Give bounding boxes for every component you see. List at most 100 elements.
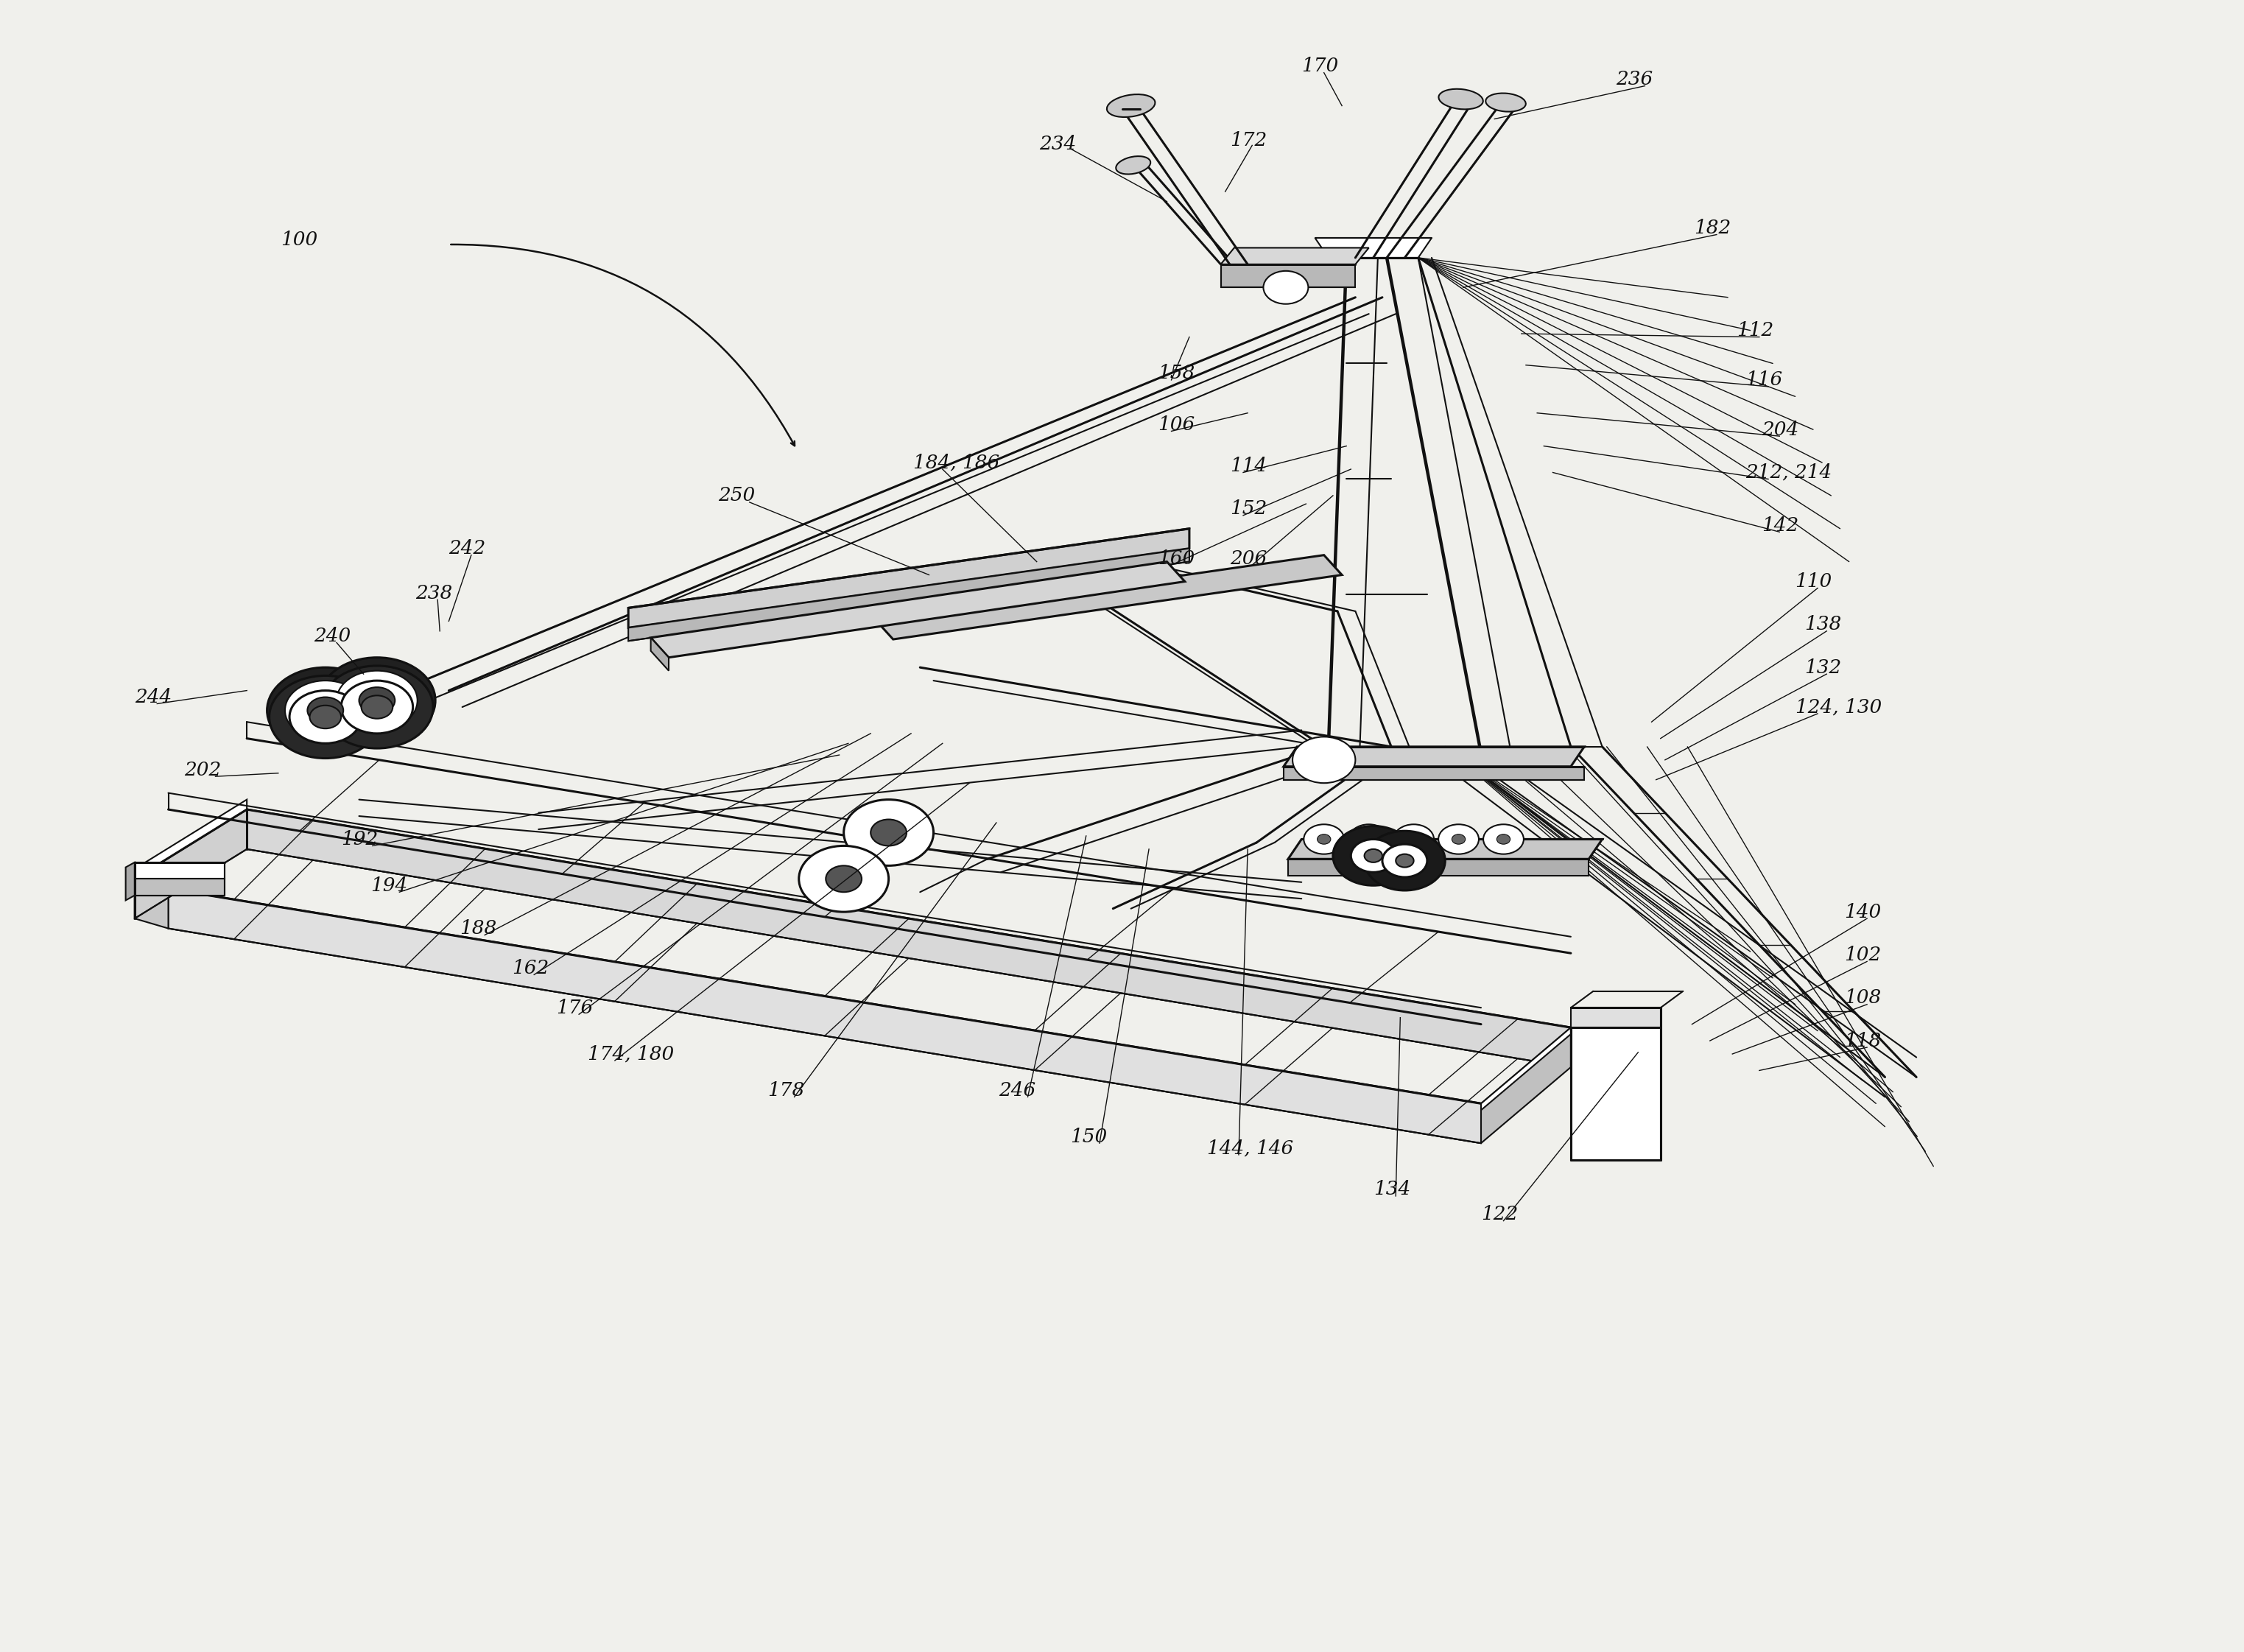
- Circle shape: [1351, 839, 1396, 872]
- Circle shape: [307, 697, 343, 724]
- Text: 152: 152: [1230, 499, 1266, 519]
- Text: 250: 250: [718, 486, 754, 506]
- Text: 202: 202: [184, 760, 220, 780]
- Circle shape: [1382, 844, 1427, 877]
- Text: 212, 214: 212, 214: [1746, 463, 1831, 482]
- Polygon shape: [1221, 248, 1369, 264]
- Polygon shape: [168, 889, 1481, 1143]
- Polygon shape: [1288, 859, 1589, 876]
- Text: 194: 194: [370, 876, 406, 895]
- Text: 242: 242: [449, 539, 485, 558]
- Text: 162: 162: [512, 958, 548, 978]
- Polygon shape: [135, 800, 247, 879]
- Polygon shape: [1288, 839, 1602, 859]
- Text: 204: 204: [1762, 420, 1797, 439]
- Text: 142: 142: [1762, 515, 1797, 535]
- Text: 118: 118: [1845, 1031, 1880, 1051]
- Polygon shape: [1481, 1028, 1571, 1110]
- Ellipse shape: [1106, 94, 1156, 117]
- Text: 238: 238: [415, 583, 451, 603]
- Circle shape: [1483, 824, 1524, 854]
- Text: 244: 244: [135, 687, 171, 707]
- Polygon shape: [1481, 1028, 1571, 1143]
- Polygon shape: [628, 548, 1189, 641]
- Text: 178: 178: [767, 1080, 803, 1100]
- Text: 140: 140: [1845, 902, 1880, 922]
- Polygon shape: [875, 555, 1342, 639]
- Text: 112: 112: [1737, 320, 1773, 340]
- Polygon shape: [1571, 1008, 1661, 1028]
- Text: 108: 108: [1845, 988, 1880, 1008]
- Circle shape: [319, 657, 435, 743]
- Circle shape: [1304, 824, 1344, 854]
- Text: 134: 134: [1373, 1180, 1409, 1199]
- Circle shape: [799, 846, 889, 912]
- Circle shape: [1293, 737, 1355, 783]
- Polygon shape: [1315, 238, 1432, 258]
- Circle shape: [853, 806, 925, 859]
- Text: 184, 186: 184, 186: [913, 453, 999, 472]
- Circle shape: [359, 687, 395, 714]
- Text: 150: 150: [1070, 1127, 1106, 1146]
- Circle shape: [341, 681, 413, 733]
- Text: 144, 146: 144, 146: [1207, 1138, 1293, 1158]
- Text: 236: 236: [1616, 69, 1652, 89]
- Text: 122: 122: [1481, 1204, 1517, 1224]
- Text: 170: 170: [1302, 56, 1337, 76]
- Text: 114: 114: [1230, 456, 1266, 476]
- Circle shape: [1407, 834, 1420, 844]
- Text: 192: 192: [341, 829, 377, 849]
- Circle shape: [1396, 854, 1414, 867]
- Circle shape: [875, 823, 902, 843]
- Text: 172: 172: [1230, 131, 1266, 150]
- Text: 160: 160: [1158, 548, 1194, 568]
- Circle shape: [289, 691, 361, 743]
- Circle shape: [361, 695, 393, 719]
- Circle shape: [321, 666, 433, 748]
- Text: 158: 158: [1158, 363, 1194, 383]
- Ellipse shape: [1115, 157, 1151, 173]
- Polygon shape: [651, 638, 669, 671]
- Circle shape: [1333, 826, 1414, 885]
- Text: 182: 182: [1694, 218, 1730, 238]
- Text: 138: 138: [1804, 615, 1840, 634]
- Ellipse shape: [1438, 89, 1483, 109]
- Polygon shape: [135, 862, 224, 879]
- Circle shape: [1394, 824, 1434, 854]
- Polygon shape: [1571, 1028, 1661, 1160]
- Text: 174, 180: 174, 180: [588, 1044, 673, 1064]
- Circle shape: [1317, 834, 1331, 844]
- Circle shape: [269, 676, 381, 758]
- Circle shape: [871, 819, 907, 846]
- Polygon shape: [1284, 767, 1584, 780]
- Circle shape: [1263, 271, 1308, 304]
- Text: 132: 132: [1804, 657, 1840, 677]
- Circle shape: [826, 866, 862, 892]
- Ellipse shape: [1486, 93, 1526, 112]
- Circle shape: [310, 705, 341, 729]
- Circle shape: [1497, 834, 1510, 844]
- Polygon shape: [126, 862, 135, 900]
- Polygon shape: [651, 562, 1185, 657]
- Polygon shape: [247, 809, 1571, 1067]
- Circle shape: [267, 667, 384, 753]
- Circle shape: [844, 800, 934, 866]
- Text: 102: 102: [1845, 945, 1880, 965]
- Circle shape: [337, 671, 417, 730]
- Text: 246: 246: [999, 1080, 1034, 1100]
- Circle shape: [1452, 834, 1465, 844]
- Circle shape: [285, 681, 366, 740]
- Text: 124, 130: 124, 130: [1795, 697, 1880, 717]
- Circle shape: [1364, 849, 1382, 862]
- Polygon shape: [1221, 264, 1355, 287]
- Circle shape: [1438, 824, 1479, 854]
- Polygon shape: [135, 809, 247, 919]
- Circle shape: [1362, 834, 1376, 844]
- Circle shape: [1364, 831, 1445, 890]
- Text: 176: 176: [557, 998, 592, 1018]
- Polygon shape: [1284, 747, 1584, 767]
- Text: 240: 240: [314, 626, 350, 646]
- Text: 106: 106: [1158, 415, 1194, 434]
- Text: 100: 100: [280, 230, 316, 249]
- Text: 234: 234: [1039, 134, 1075, 154]
